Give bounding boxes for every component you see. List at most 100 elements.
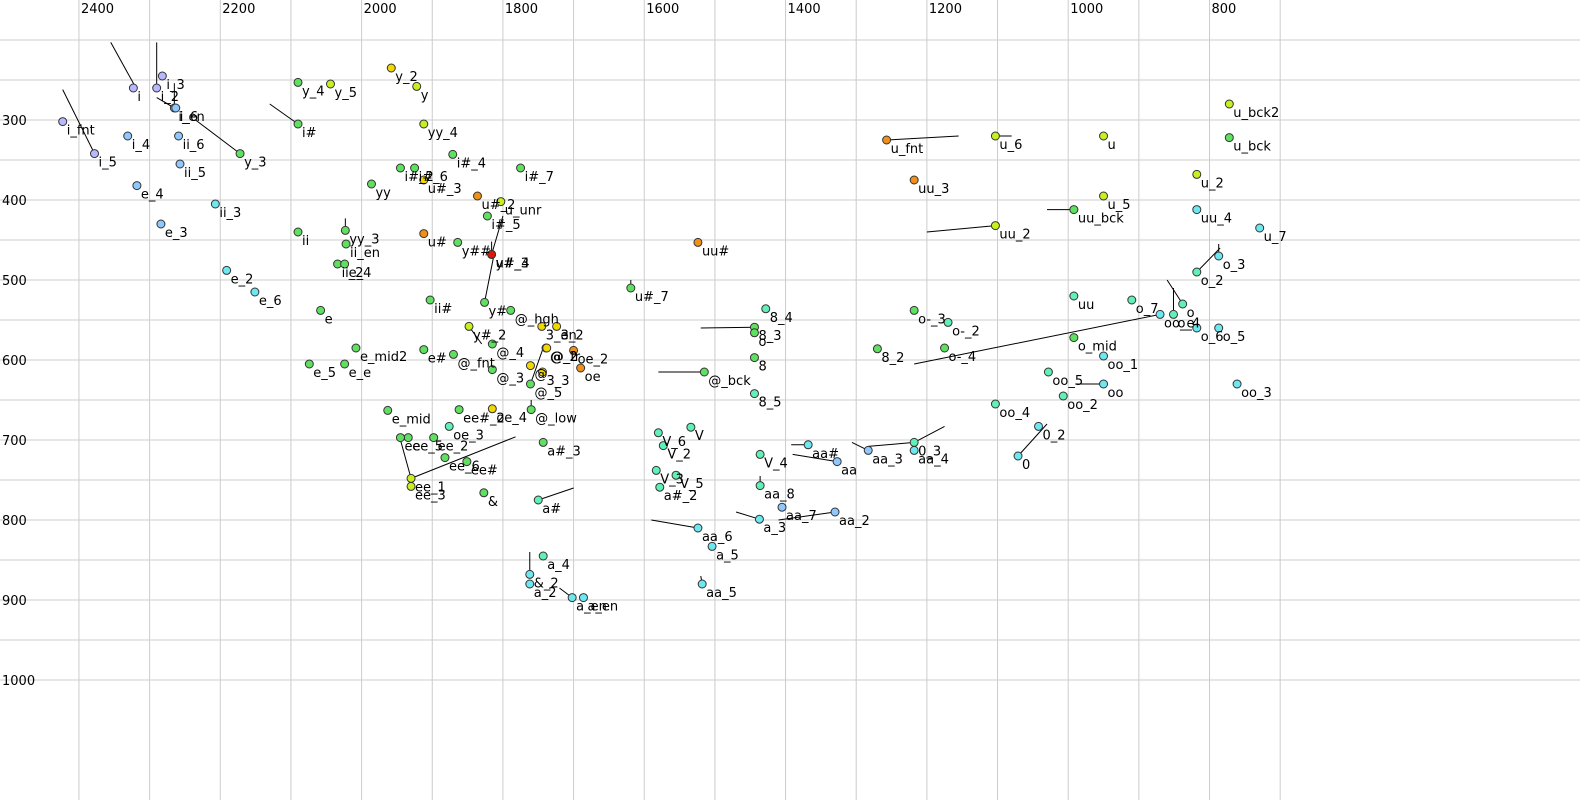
data-point <box>410 163 420 173</box>
point-label: e_2 <box>231 272 254 287</box>
point-label: o_4 <box>1177 316 1200 331</box>
point-label: @_2 <box>550 350 578 365</box>
data-point <box>406 481 416 491</box>
point-label: i#_6 <box>419 170 448 185</box>
point-label: ee# <box>471 464 498 479</box>
y-tick-label: 800 <box>2 514 27 529</box>
point-label: 8_2 <box>881 351 904 366</box>
point-label: u_fnt <box>891 142 924 157</box>
point-label: a_5 <box>716 548 739 563</box>
point-label: i#_7 <box>525 170 554 185</box>
data-point <box>462 457 472 467</box>
point-label: 0_3 <box>918 444 941 459</box>
point-label: e_4 <box>141 188 164 203</box>
data-point <box>1069 291 1079 301</box>
point-label: oo_1 <box>1108 358 1139 373</box>
data-point <box>578 593 588 603</box>
data-point <box>671 470 681 480</box>
point-label: y_2 <box>395 70 417 85</box>
stem-line <box>491 215 504 255</box>
data-point <box>626 283 636 293</box>
point-label: a_en <box>587 600 618 615</box>
data-point <box>909 175 919 185</box>
point-label: V <box>695 429 704 444</box>
point-label: e_5 <box>313 366 336 381</box>
stem-line <box>538 487 574 501</box>
point-label: i_en <box>178 110 204 125</box>
x-tick-label: 1400 <box>788 2 821 17</box>
x-tick-label: 1600 <box>646 2 679 17</box>
point-label: ii# <box>434 302 452 317</box>
point-label: i_fnt <box>67 124 95 139</box>
stem-line <box>530 347 544 385</box>
y-tick-label: 600 <box>2 354 27 369</box>
data-point <box>1069 205 1079 215</box>
data-point <box>940 343 950 353</box>
point-label: aa_2 <box>839 514 870 529</box>
point-label: e_mid2 <box>360 350 407 365</box>
point-label: u_bck2 <box>1233 106 1279 121</box>
point-label: uu_2 <box>999 228 1030 243</box>
data-point <box>533 495 543 505</box>
data-point <box>707 541 717 551</box>
point-label: aa_6 <box>702 530 733 545</box>
point-label: a#_3 <box>547 444 581 459</box>
data-point <box>1099 191 1109 201</box>
data-point <box>1058 391 1068 401</box>
stem-line <box>399 439 412 479</box>
stem-line <box>269 103 299 125</box>
data-point <box>1178 299 1188 309</box>
data-point <box>440 453 450 463</box>
data-point <box>525 569 535 579</box>
data-point <box>425 295 435 305</box>
data-point <box>487 339 497 349</box>
data-point <box>496 197 506 207</box>
data-point <box>1034 421 1044 431</box>
data-point <box>316 305 326 315</box>
point-label: u#_2 <box>481 198 515 213</box>
data-point <box>454 405 464 415</box>
data-point <box>1043 367 1053 377</box>
point-label: u_bck <box>1233 140 1271 155</box>
data-point <box>803 440 813 450</box>
point-label: u_7 <box>1264 230 1287 245</box>
y-tick-label: 700 <box>2 434 27 449</box>
point-label: @_3 <box>496 372 524 387</box>
x-tick-label: 1200 <box>929 2 962 17</box>
point-label: o-_2 <box>952 324 980 339</box>
data-point <box>293 77 303 87</box>
data-point <box>419 119 429 129</box>
data-point <box>448 349 458 359</box>
point-label: i#_4 <box>457 156 486 171</box>
data-point <box>526 405 536 415</box>
data-point <box>1192 205 1202 215</box>
data-point <box>552 321 562 331</box>
data-point <box>755 481 765 491</box>
point-label: u#_3 <box>428 182 462 197</box>
point-label: aa_3 <box>872 452 903 467</box>
point-label: o_7 <box>1136 302 1159 317</box>
y-tick-label: 1000 <box>2 674 35 689</box>
data-point <box>479 488 489 498</box>
x-tick-label: 1000 <box>1070 2 1103 17</box>
point-label: V_3 <box>660 472 684 487</box>
point-label: u_5 <box>1108 198 1131 213</box>
point-label: @ <box>534 368 547 383</box>
point-label: @_bck <box>708 374 751 389</box>
point-label: i# <box>302 126 317 141</box>
y-tick-label: 400 <box>2 194 27 209</box>
data-point <box>1155 309 1165 319</box>
point-label: uu_3 <box>918 182 949 197</box>
data-point <box>909 305 919 315</box>
stem-line <box>484 255 495 303</box>
point-label: y## <box>462 244 491 259</box>
data-point <box>341 239 351 249</box>
point-label: 3_en <box>546 328 577 343</box>
point-label: y_5 <box>335 86 357 101</box>
data-point <box>487 365 497 375</box>
point-label: ee_2 <box>438 440 469 455</box>
data-point <box>222 265 232 275</box>
data-point <box>542 343 552 353</box>
data-point <box>990 131 1000 141</box>
